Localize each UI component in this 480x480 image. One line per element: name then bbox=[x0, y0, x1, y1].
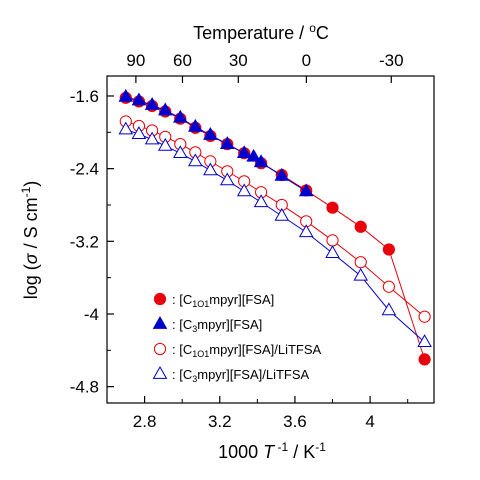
x-axis-title-prefix: 1000 bbox=[218, 442, 263, 462]
legend-label: : [C1O1mpyr][FSA]/LiTFSA bbox=[172, 342, 322, 359]
x-axis-title: 1000 T -1 / K-1 bbox=[218, 440, 326, 462]
ticks-layer: 2.8 3.2 3.6 4 -1.6 -2.4 -3.2 -4 -4.8 90 60 30 0 -30 bbox=[70, 51, 409, 431]
legend-marker bbox=[152, 365, 168, 379]
legend-marker bbox=[152, 315, 168, 329]
data-point bbox=[326, 234, 339, 247]
y-axis-title-mid: / S cm bbox=[21, 197, 41, 253]
y-tick-label: -4 bbox=[84, 305, 99, 324]
top-axis-title: Temperature / oC bbox=[193, 21, 329, 43]
y-tick-label: -3.2 bbox=[70, 232, 99, 251]
y-tick-label: -4.8 bbox=[70, 378, 99, 397]
data-point bbox=[326, 201, 339, 214]
legend-label: : [C3mpyr][FSA]/LiTFSA bbox=[172, 367, 310, 384]
top-tick-label: 90 bbox=[126, 51, 145, 70]
series--c3mpyr-fsa-litfsa bbox=[118, 121, 432, 347]
x-axis-title-sup2: -1 bbox=[315, 440, 326, 454]
data-point bbox=[131, 92, 147, 106]
x-tick-label: 2.8 bbox=[133, 412, 157, 431]
data-point bbox=[118, 88, 134, 102]
data-point bbox=[325, 245, 340, 258]
data-point bbox=[219, 136, 235, 149]
data-point bbox=[203, 127, 218, 140]
data-point bbox=[219, 172, 235, 186]
data-point bbox=[172, 109, 188, 123]
top-axis-title-unit: C bbox=[316, 23, 329, 43]
y-axis-title-prefix: log ( bbox=[21, 264, 41, 299]
x-tick-label: 3.6 bbox=[283, 412, 307, 431]
x-axis-title-sup1: -1 bbox=[274, 440, 288, 454]
data-point bbox=[382, 243, 395, 256]
data-point bbox=[172, 145, 188, 159]
data-point bbox=[131, 126, 147, 139]
series-layer bbox=[118, 88, 432, 366]
series-line bbox=[125, 120, 425, 318]
x-tick-label: 4 bbox=[365, 412, 374, 431]
series--c3mpyr-fsa- bbox=[118, 88, 314, 197]
data-point bbox=[354, 256, 367, 269]
top-axis-title-main: Temperature / bbox=[193, 23, 309, 43]
y-tick-label: -1.6 bbox=[70, 87, 99, 106]
data-point bbox=[417, 334, 432, 347]
x-tick-label: 3.2 bbox=[208, 412, 232, 431]
data-point bbox=[253, 194, 269, 208]
legend-label: : [C1O1mpyr][FSA] bbox=[172, 292, 274, 309]
data-point bbox=[203, 162, 218, 176]
top-tick-label: -30 bbox=[379, 51, 404, 70]
data-point bbox=[188, 118, 203, 132]
data-point bbox=[188, 153, 203, 167]
legend-marker bbox=[153, 292, 167, 306]
data-point bbox=[236, 145, 252, 159]
y-axis-title-sup: -1 bbox=[19, 186, 33, 197]
legend-marker bbox=[153, 342, 167, 356]
data-point bbox=[382, 280, 395, 293]
series-line bbox=[125, 129, 425, 343]
data-point bbox=[354, 220, 367, 233]
data-point bbox=[246, 148, 261, 162]
degree-sup: o bbox=[309, 21, 316, 35]
data-point bbox=[157, 137, 173, 151]
plot-area bbox=[106, 75, 435, 404]
data-point bbox=[298, 183, 314, 197]
data-point bbox=[144, 131, 160, 145]
data-point bbox=[253, 154, 269, 168]
data-point bbox=[418, 310, 431, 323]
y-axis-title-close: ) bbox=[21, 181, 41, 187]
y-axis-title-var: σ bbox=[21, 252, 41, 264]
data-point bbox=[157, 102, 173, 116]
legend-label: : [C3mpyr][FSA] bbox=[172, 317, 262, 334]
data-point bbox=[274, 167, 290, 181]
data-point bbox=[274, 207, 290, 221]
data-point bbox=[118, 121, 134, 135]
series--c1o1mpyr-fsa-litfsa bbox=[119, 115, 431, 323]
data-point bbox=[418, 353, 431, 366]
top-tick-label: 30 bbox=[229, 51, 248, 70]
y-axis-title: log (σ / S cm-1) bbox=[19, 181, 41, 300]
y-tick-label: -2.4 bbox=[70, 160, 99, 179]
data-point bbox=[236, 183, 252, 197]
x-axis-title-var: T bbox=[263, 442, 276, 462]
legend: : [C1O1mpyr][FSA] : [C3mpyr][FSA] : [C1O1m… bbox=[152, 292, 322, 384]
data-point bbox=[353, 267, 369, 281]
top-tick-label: 0 bbox=[302, 51, 311, 70]
x-axis-title-mid: / K bbox=[288, 442, 315, 462]
data-point bbox=[298, 224, 314, 238]
top-tick-label: 60 bbox=[173, 51, 192, 70]
data-point bbox=[144, 97, 160, 110]
data-point bbox=[381, 302, 397, 316]
